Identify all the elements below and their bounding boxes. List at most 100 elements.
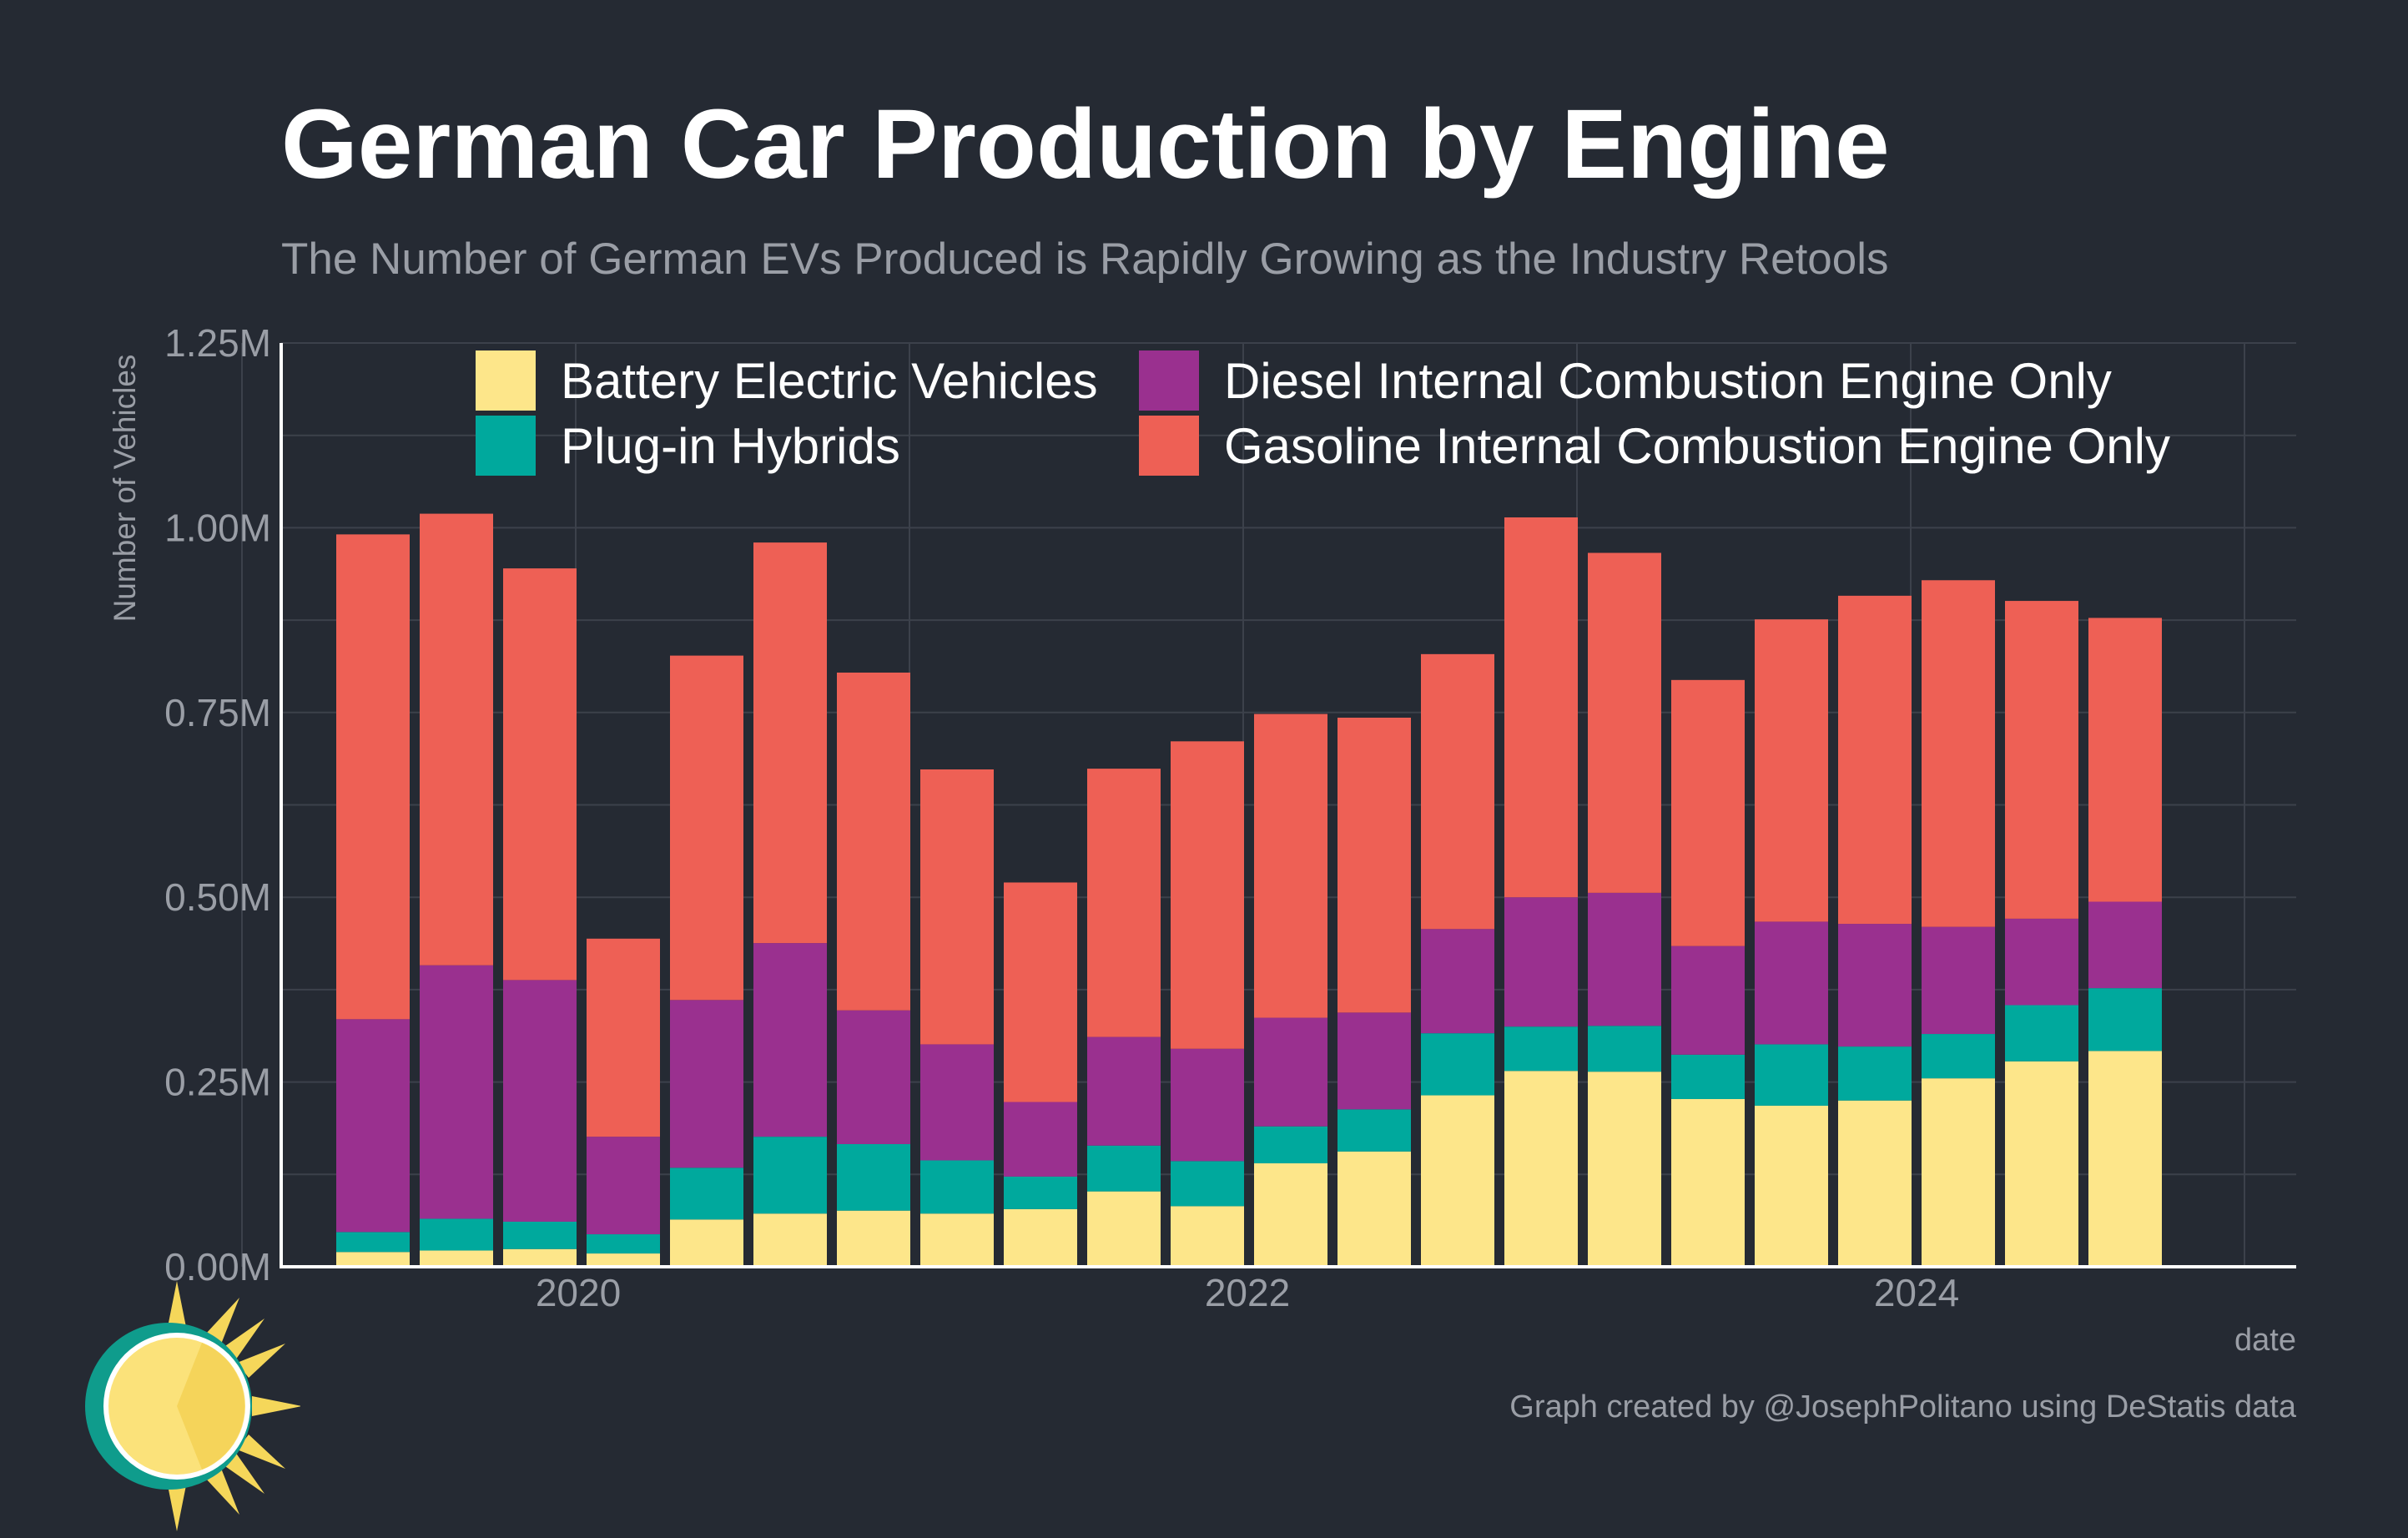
bar-2019-Q3-series-1: [336, 1232, 410, 1253]
bar-2020-Q4-series-1: [753, 1137, 827, 1214]
bar-2024-Q3-series-0: [2005, 1061, 2078, 1267]
bar-2020-Q1-series-1: [503, 1221, 577, 1249]
bar-2021-Q3-series-3: [1004, 882, 1077, 1102]
bar-2024-Q2-series-3: [1922, 580, 1995, 927]
bar-2024-Q4-series-0: [2088, 1051, 2162, 1267]
sun-logo-icon: [85, 1281, 300, 1531]
bar-2021-Q4-series-1: [1087, 1145, 1161, 1192]
bar-2024-Q4-series-2: [2088, 901, 2162, 989]
bar-2024-Q1-series-1: [1838, 1046, 1912, 1101]
bar-2021-Q4-series-0: [1087, 1191, 1161, 1267]
bar-2024-Q4-series-3: [2088, 618, 2162, 902]
bar-2019-Q3-series-3: [336, 534, 410, 1020]
bar-2020-Q4-series-0: [753, 1213, 827, 1267]
bar-2024-Q2-series-2: [1922, 926, 1995, 1035]
bar-2021-Q2-series-1: [920, 1160, 994, 1214]
chart-subtitle: The Number of German EVs Produced is Rap…: [281, 234, 1889, 284]
bar-2023-Q2-series-2: [1588, 892, 1661, 1026]
bar-2023-Q1-series-3: [1504, 517, 1578, 898]
bar-2024-Q1-series-3: [1838, 595, 1912, 925]
bar-2021-Q1-series-3: [837, 672, 910, 1011]
bar-2022-Q4-series-0: [1421, 1095, 1494, 1267]
bar-2024-Q2-series-0: [1922, 1078, 1995, 1267]
y-tick-label: 0.00M: [164, 1245, 271, 1288]
bar-2022-Q2-series-3: [1254, 714, 1327, 1018]
bar-2023-Q2-series-3: [1588, 552, 1661, 893]
bar-2020-Q3-series-3: [670, 655, 743, 1001]
bar-2023-Q4-series-1: [1755, 1044, 1828, 1106]
bar-2020-Q2-series-0: [587, 1253, 660, 1267]
bar-2020-Q3-series-2: [670, 1000, 743, 1168]
bar-2020-Q1-series-3: [503, 568, 577, 981]
legend-item-phev: Plug-in Hybrids: [476, 416, 900, 476]
bar-2024-Q2-series-1: [1922, 1034, 1995, 1079]
bar-2023-Q1-series-0: [1504, 1071, 1578, 1267]
bar-2021-Q1-series-2: [837, 1010, 910, 1144]
bar-2021-Q4-series-3: [1087, 769, 1161, 1037]
source-caption: Graph created by @JosephPolitano using D…: [1509, 1389, 2296, 1425]
legend-item-gasoline: Gasoline Internal Combustion Engine Only: [1139, 416, 2170, 476]
bar-2021-Q4-series-2: [1087, 1036, 1161, 1146]
bar-2019-Q3-series-0: [336, 1252, 410, 1267]
x-tick-label: 2024: [1874, 1271, 1959, 1314]
bar-2021-Q1-series-0: [837, 1210, 910, 1267]
bar-2020-Q2-series-2: [587, 1137, 660, 1235]
bar-2022-Q1-series-2: [1171, 1048, 1244, 1162]
bar-2023-Q3-series-2: [1671, 945, 1745, 1055]
legend-item-bev: Battery Electric Vehicles: [476, 350, 1098, 411]
legend-item-diesel: Diesel Internal Combustion Engine Only: [1139, 350, 2112, 411]
bar-2020-Q2-series-1: [587, 1234, 660, 1254]
bar-2019-Q4-series-2: [420, 965, 493, 1219]
bar-2023-Q4-series-3: [1755, 619, 1828, 922]
y-tick-label: 0.75M: [164, 691, 271, 734]
y-axis-label: Number of Vehicles: [108, 354, 142, 623]
y-tick-label: 1.00M: [164, 506, 271, 549]
bar-2024-Q3-series-1: [2005, 1005, 2078, 1061]
bar-2020-Q2-series-3: [587, 938, 660, 1137]
bar-2020-Q3-series-1: [670, 1167, 743, 1220]
bar-2019-Q3-series-2: [336, 1019, 410, 1233]
bar-2022-Q1-series-1: [1171, 1161, 1244, 1207]
x-axis-label: date: [2234, 1323, 2296, 1358]
bar-2023-Q3-series-0: [1671, 1098, 1745, 1267]
legend-label-gasoline: Gasoline Internal Combustion Engine Only: [1224, 417, 2170, 474]
bar-2022-Q3-series-3: [1337, 717, 1411, 1013]
bar-2022-Q2-series-0: [1254, 1163, 1327, 1267]
bar-2021-Q2-series-0: [920, 1213, 994, 1267]
bar-2021-Q3-series-1: [1004, 1176, 1077, 1209]
chart-title: German Car Production by Engine: [281, 89, 1890, 199]
bar-2021-Q2-series-3: [920, 769, 994, 1045]
y-tick-label: 1.25M: [164, 321, 271, 365]
bar-2022-Q2-series-2: [1254, 1017, 1327, 1127]
bar-2023-Q1-series-1: [1504, 1026, 1578, 1072]
legend-label-diesel: Diesel Internal Combustion Engine Only: [1224, 352, 2112, 409]
bar-2022-Q4-series-3: [1421, 653, 1494, 930]
legend-swatch-gasoline: [1139, 416, 1199, 476]
bar-2021-Q1-series-1: [837, 1143, 910, 1211]
bar-2024-Q3-series-3: [2005, 601, 2078, 919]
bar-2023-Q3-series-3: [1671, 679, 1745, 946]
bar-2021-Q3-series-2: [1004, 1102, 1077, 1177]
bar-2020-Q4-series-3: [753, 542, 827, 944]
legend-label-bev: Battery Electric Vehicles: [561, 352, 1098, 409]
bar-2024-Q1-series-0: [1838, 1100, 1912, 1267]
x-tick-label: 2022: [1205, 1271, 1290, 1314]
bar-2019-Q4-series-0: [420, 1250, 493, 1267]
bar-2023-Q4-series-0: [1755, 1105, 1828, 1267]
bar-2023-Q2-series-1: [1588, 1026, 1661, 1072]
legend-label-phev: Plug-in Hybrids: [561, 417, 900, 474]
bar-2024-Q1-series-2: [1838, 924, 1912, 1047]
bar-2022-Q3-series-1: [1337, 1109, 1411, 1152]
bar-2022-Q1-series-0: [1171, 1206, 1244, 1267]
bar-2019-Q4-series-3: [420, 513, 493, 966]
bar-2022-Q3-series-2: [1337, 1012, 1411, 1110]
bar-2020-Q3-series-0: [670, 1219, 743, 1267]
y-tick-label: 0.50M: [164, 875, 271, 919]
bar-2024-Q3-series-2: [2005, 918, 2078, 1006]
bar-2022-Q3-series-0: [1337, 1151, 1411, 1267]
legend-swatch-phev: [476, 416, 536, 476]
bar-2019-Q4-series-1: [420, 1218, 493, 1251]
bar-2020-Q1-series-0: [503, 1248, 577, 1267]
bar-2022-Q4-series-2: [1421, 929, 1494, 1034]
